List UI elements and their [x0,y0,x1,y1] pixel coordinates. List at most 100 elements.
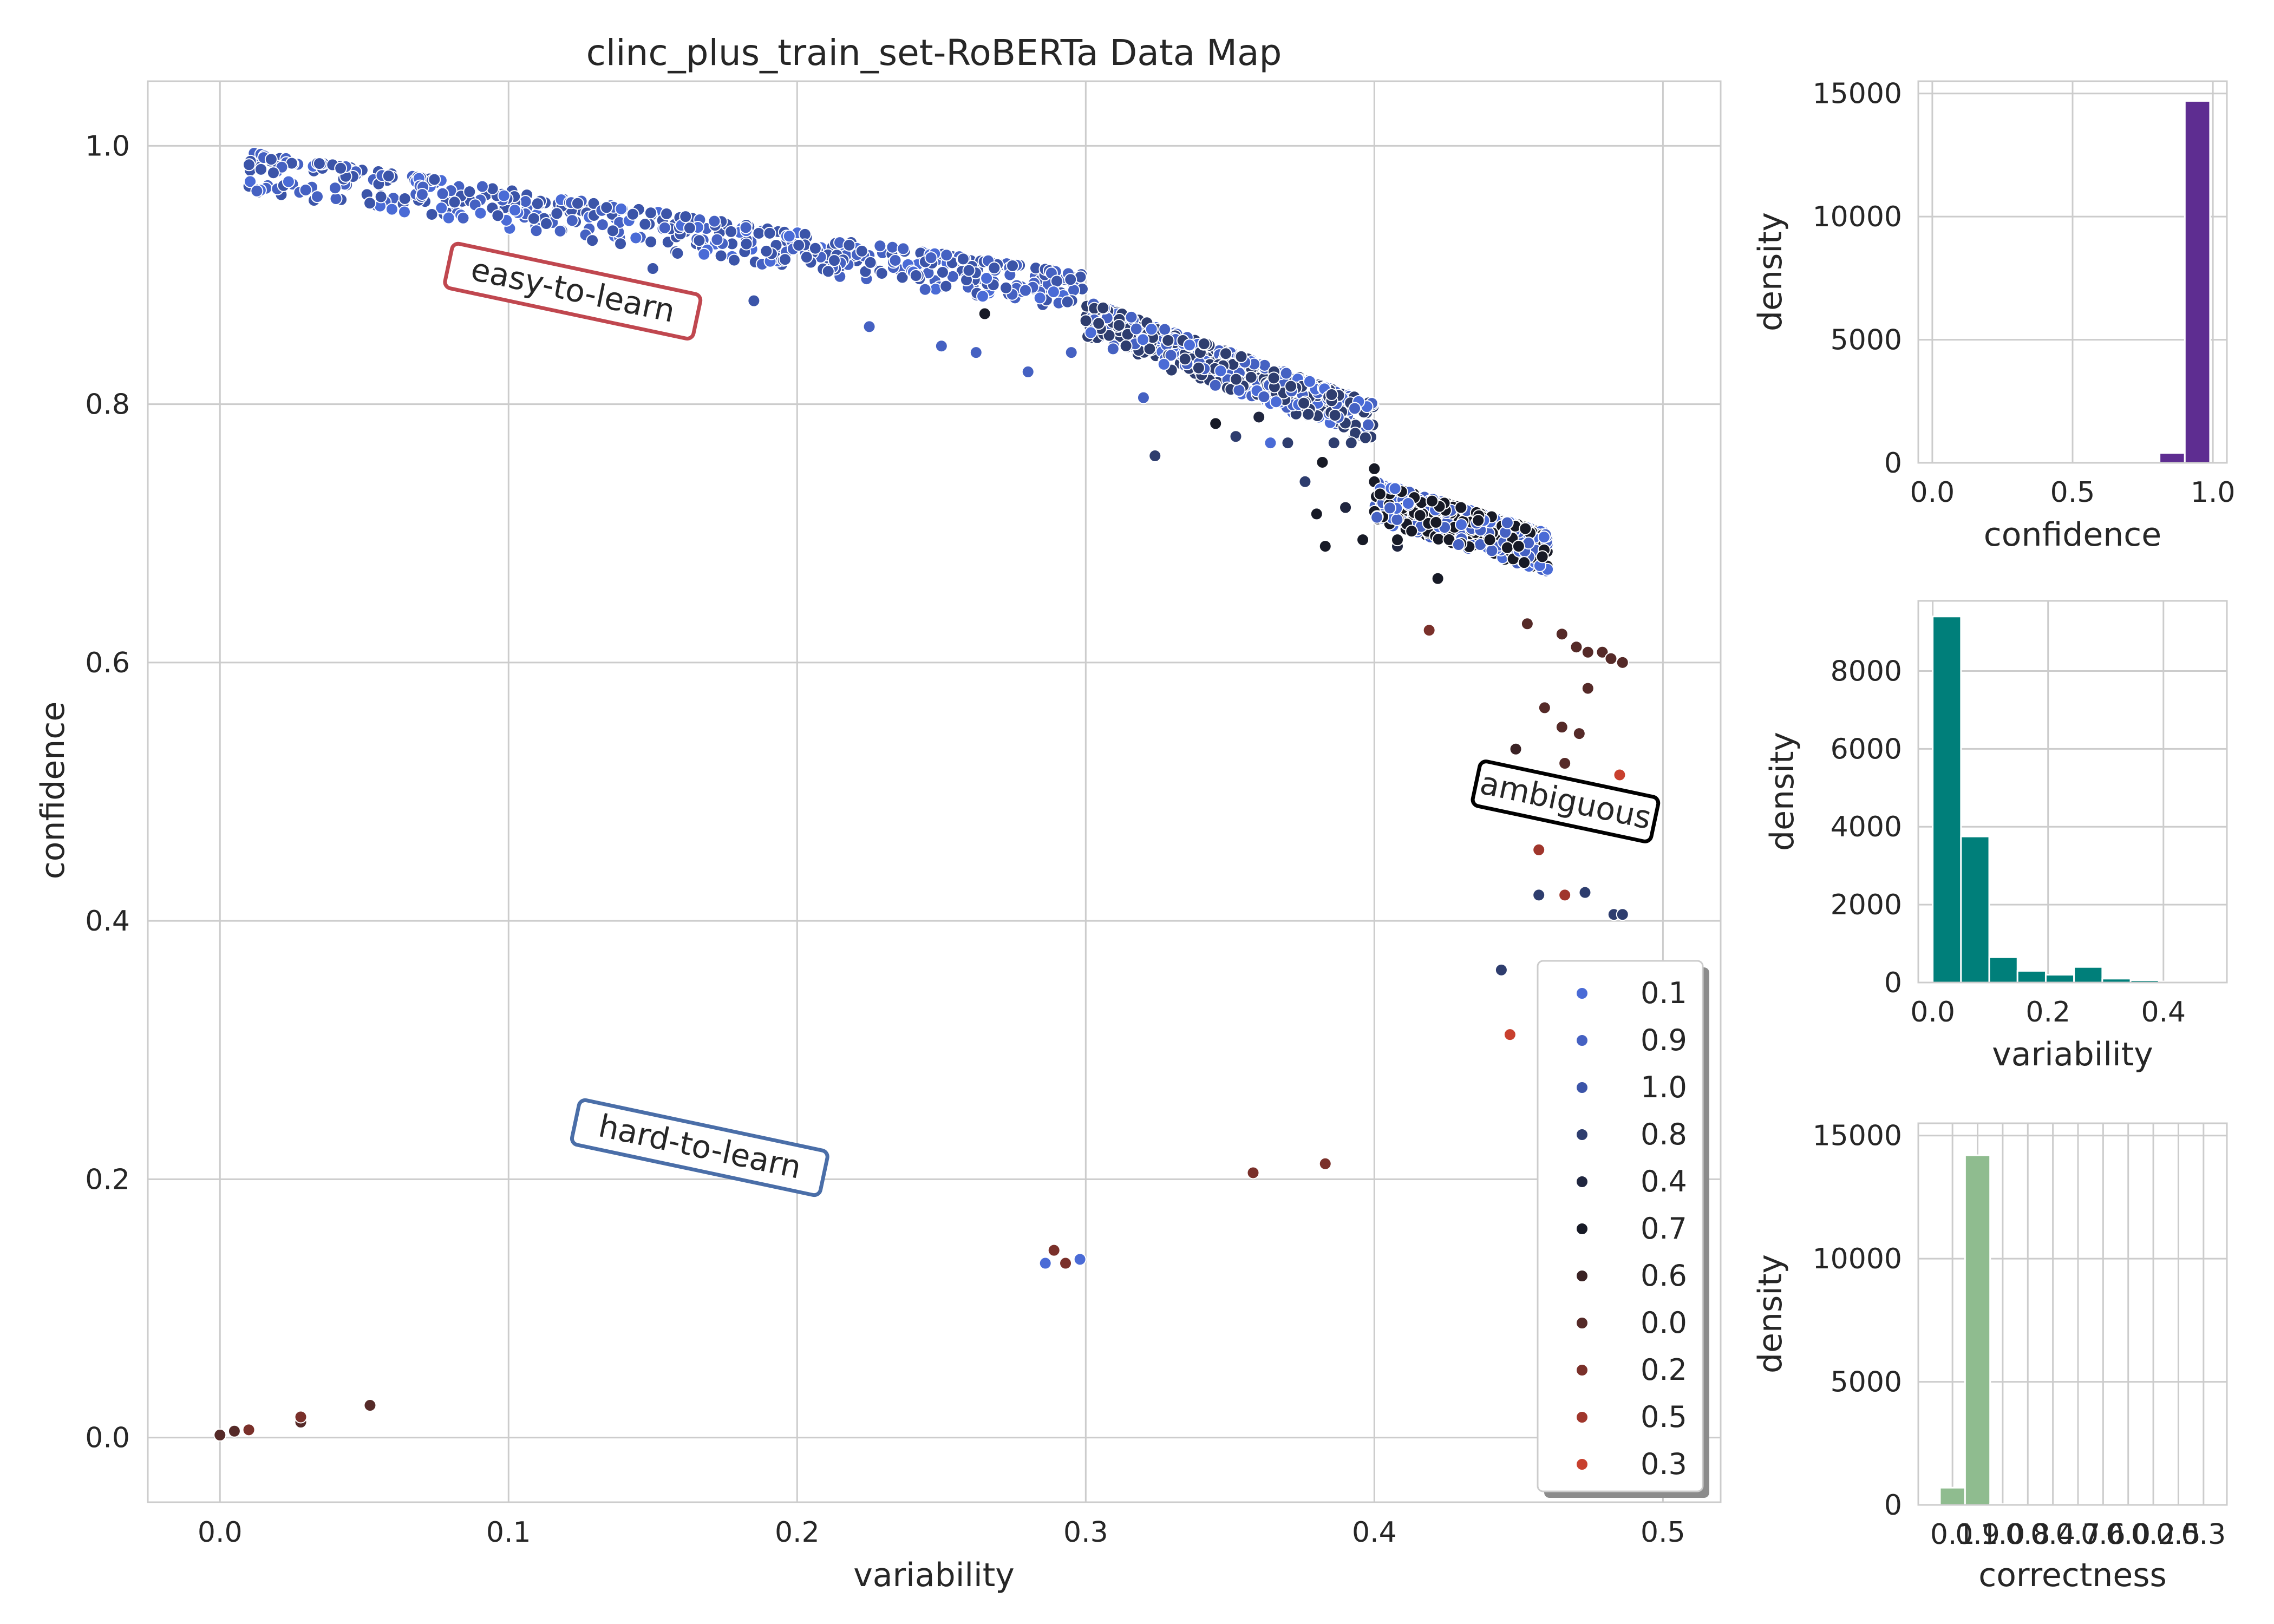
scatter-point [864,256,877,269]
scatter-point [1405,525,1419,538]
annotation-hard-to-learn: hard-to-learn [570,1098,829,1197]
x-tick-label: 0.5 [2050,476,2095,509]
scatter-point [782,230,796,243]
scatter-point [311,190,324,204]
scatter-point [1106,342,1120,356]
y-axis-label: density [1752,212,1789,331]
scatter-point [939,279,953,293]
scatter-point [531,197,544,211]
scatter-point [1391,533,1404,547]
scatter-point [606,224,619,238]
scatter-point [1432,532,1445,546]
scatter-point [778,253,792,266]
scatter-point [1298,475,1312,488]
x-tick-label: 1.0 [2191,476,2236,509]
scatter-point [456,211,470,225]
scatter-point [329,192,343,206]
scatter-point [1136,391,1150,404]
y-tick-label: 0.2 [85,1163,130,1196]
histogram-bar [2044,974,2075,984]
x-tick-label: 0.8 [2005,1518,2050,1551]
scatter-point [1413,509,1427,522]
scatter-point [1219,347,1232,361]
legend-label: 0.1 [1641,976,1687,1010]
scatter-point [530,224,543,238]
scatter-point [1373,487,1387,501]
x-tick-label: 0.0 [2106,1518,2151,1551]
scatter-point [1500,541,1514,554]
scatter-point [763,226,776,240]
annotation-text: hard-to-learn [596,1107,805,1186]
y-tick-labels: 0 2000 4000 6000 8000 [1831,655,1902,999]
legend-marker [1576,1222,1589,1235]
annotation-easy-to-learn: easy-to-learn [443,241,703,340]
legend-marker [1576,1411,1589,1424]
y-tick-labels: 0 5000 10000 15000 [1813,78,1902,480]
scatter-point [671,246,684,260]
y-tick-label: 0.0 [85,1422,130,1455]
annotation-ambiguous: ambiguous [1471,759,1661,843]
legend-marker [1576,1458,1589,1471]
histogram-bar [1988,956,2018,984]
scatter-point [739,221,753,234]
scatter-point [1073,1253,1087,1266]
scatter-point [553,224,567,238]
scatter-point [527,212,540,225]
legend-marker [1576,1269,1589,1282]
x-tick-label: 0.4 [2030,1518,2075,1551]
scatter-point [1454,518,1468,532]
scatter-point [1431,572,1445,585]
scatter-point [1018,284,1032,297]
scatter-point [1145,323,1158,336]
annotation-box [570,1098,829,1197]
legend-label: 0.9 [1641,1023,1687,1057]
scatter-point [363,1399,377,1412]
scatter-point [1358,431,1372,444]
scatter-point [213,1428,227,1442]
y-tick-label: 0.6 [85,647,130,679]
scatter-point [436,187,449,200]
scatter-point [1061,295,1074,309]
scatter-point [1318,540,1332,553]
scatter-point [940,248,953,262]
scatter-point [1164,349,1178,362]
scatter-point [1067,283,1081,297]
scatter-point [909,269,923,283]
y-tick-label: 15000 [1813,78,1902,110]
scatter-point [1161,333,1175,347]
scatter-point [679,210,692,224]
scatter-point [800,251,813,264]
scatter-point [1281,436,1295,450]
legend-box [1537,960,1704,1492]
legend: 0.1 0.9 1.0 0.8 0.4 0.7 0.6 0.0 0.2 0.5 0.3 [1537,960,1709,1498]
scatter-point [978,307,991,320]
scatter-point [571,197,584,210]
scatter-point [1232,383,1246,397]
x-axis-label: variability [853,1556,1015,1594]
scatter-point [1368,462,1381,475]
scatter-point [1279,366,1293,380]
scatter-point [660,207,674,220]
y-tick-label: 5000 [1831,324,1902,357]
scatter-point [1512,540,1525,553]
scatter-point [600,201,613,214]
scatter-point [1422,624,1436,637]
scatter-point [962,264,976,277]
scatter-point [1208,378,1222,392]
scatter-point [1485,544,1499,558]
scatter-point [1209,417,1223,430]
scatter-point [644,206,657,220]
scatter-point [1192,361,1205,375]
scatter-point [1518,556,1531,569]
scatter-point [1148,449,1162,463]
plot-frame [1917,80,2228,464]
scatter-point [821,265,835,278]
legend-label: 1.0 [1641,1070,1687,1104]
scatter-point [435,201,448,215]
scatter-point [1581,645,1595,659]
scatter-point [1050,274,1063,288]
scatter-point [374,190,388,204]
annotation-box [443,241,703,340]
gridlines [148,81,1721,1502]
x-tick-label: 0.1 [486,1516,531,1549]
